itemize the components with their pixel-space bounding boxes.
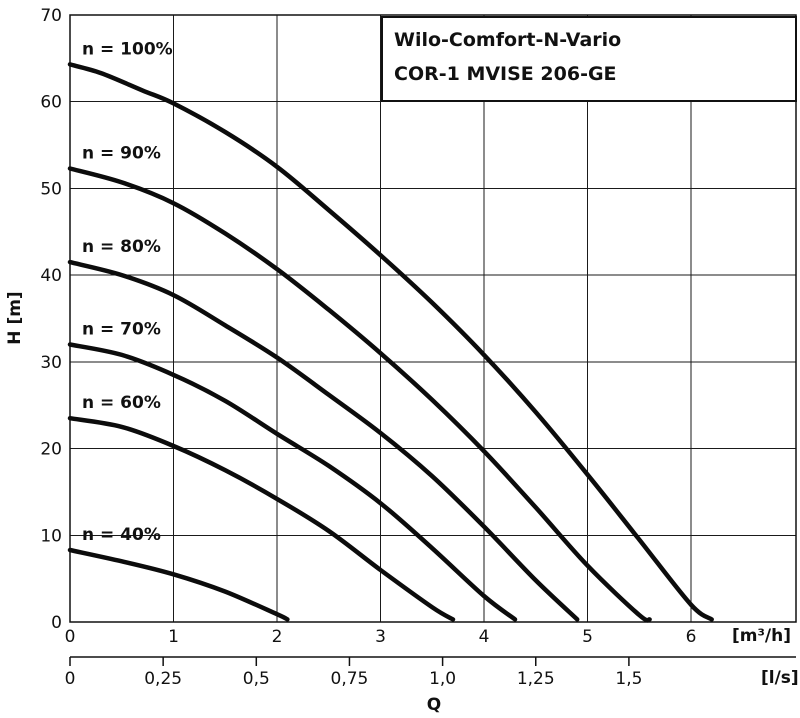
x-tick-label: 2 (272, 627, 283, 647)
y-tick-label: 60 (40, 93, 62, 113)
curve-label-n-90: n = 90% (82, 144, 161, 164)
curve-n-40 (67, 547, 290, 622)
curve-labels: n = 100% n = 90% n = 80% n = 70% n = 60% n = … (82, 39, 173, 545)
title-line-1: Wilo-Comfort-N-Vario (394, 29, 621, 51)
x-tick-label: 0 (65, 627, 76, 647)
curve-label-n-60: n = 60% (82, 393, 161, 413)
curve-n-80 (67, 259, 580, 622)
x-tick-label: 6 (686, 627, 697, 647)
title-line-2: COR-1 MVISE 206-GE (394, 63, 617, 85)
curves (67, 62, 714, 623)
x-tick-label: 3 (375, 627, 386, 647)
secondary-x-tick-label: 0,5 (243, 669, 270, 689)
curve-n-70 (67, 342, 518, 622)
y-tick-label: 0 (51, 613, 62, 633)
curve-n-100 (67, 62, 714, 622)
y-tick-label: 50 (40, 179, 62, 199)
x-unit-secondary: [l/s] (761, 668, 799, 688)
y-tick-label: 40 (40, 266, 62, 286)
secondary-x-tick-label: 0,25 (144, 669, 182, 689)
y-axis-title: H [m] (5, 291, 25, 344)
y-tick-label: 10 (40, 526, 62, 546)
plot-frame (69, 14, 797, 623)
curve-n-60 (67, 415, 456, 622)
x-axis-title: Q (427, 695, 441, 715)
secondary-x-tick-label: 1,0 (429, 669, 456, 689)
curve-label-n-40: n = 40% (82, 525, 161, 545)
secondary-x-tick-label: 1,25 (517, 669, 555, 689)
x-tick-label: 1 (168, 627, 179, 647)
curve-label-n-80: n = 80% (82, 237, 161, 257)
y-tick-label: 70 (40, 6, 62, 26)
secondary-x-tick-label: 1,5 (615, 669, 642, 689)
tick-labels: 0 10 20 30 40 50 60 70 0 1 2 3 4 5 6 (40, 6, 696, 647)
x-tick-label: 4 (479, 627, 490, 647)
secondary-x-tick-label: 0,75 (331, 669, 369, 689)
x-tick-label: 5 (582, 627, 593, 647)
y-tick-label: 30 (40, 353, 62, 373)
secondary-x-ticks: 0 0,25 0,5 0,75 1,0 1,25 1,5 (65, 657, 642, 689)
curve-n-90 (67, 166, 652, 623)
x-unit-primary: [m³/h] (732, 626, 791, 646)
y-tick-label: 20 (40, 440, 62, 460)
title-box: Wilo-Comfort-N-Vario COR-1 MVISE 206-GE (381, 16, 797, 102)
curve-label-n-100: n = 100% (82, 39, 173, 59)
title-box-frame (381, 16, 797, 102)
curve-label-n-70: n = 70% (82, 320, 161, 340)
secondary-x-tick-label: 0 (65, 669, 76, 689)
